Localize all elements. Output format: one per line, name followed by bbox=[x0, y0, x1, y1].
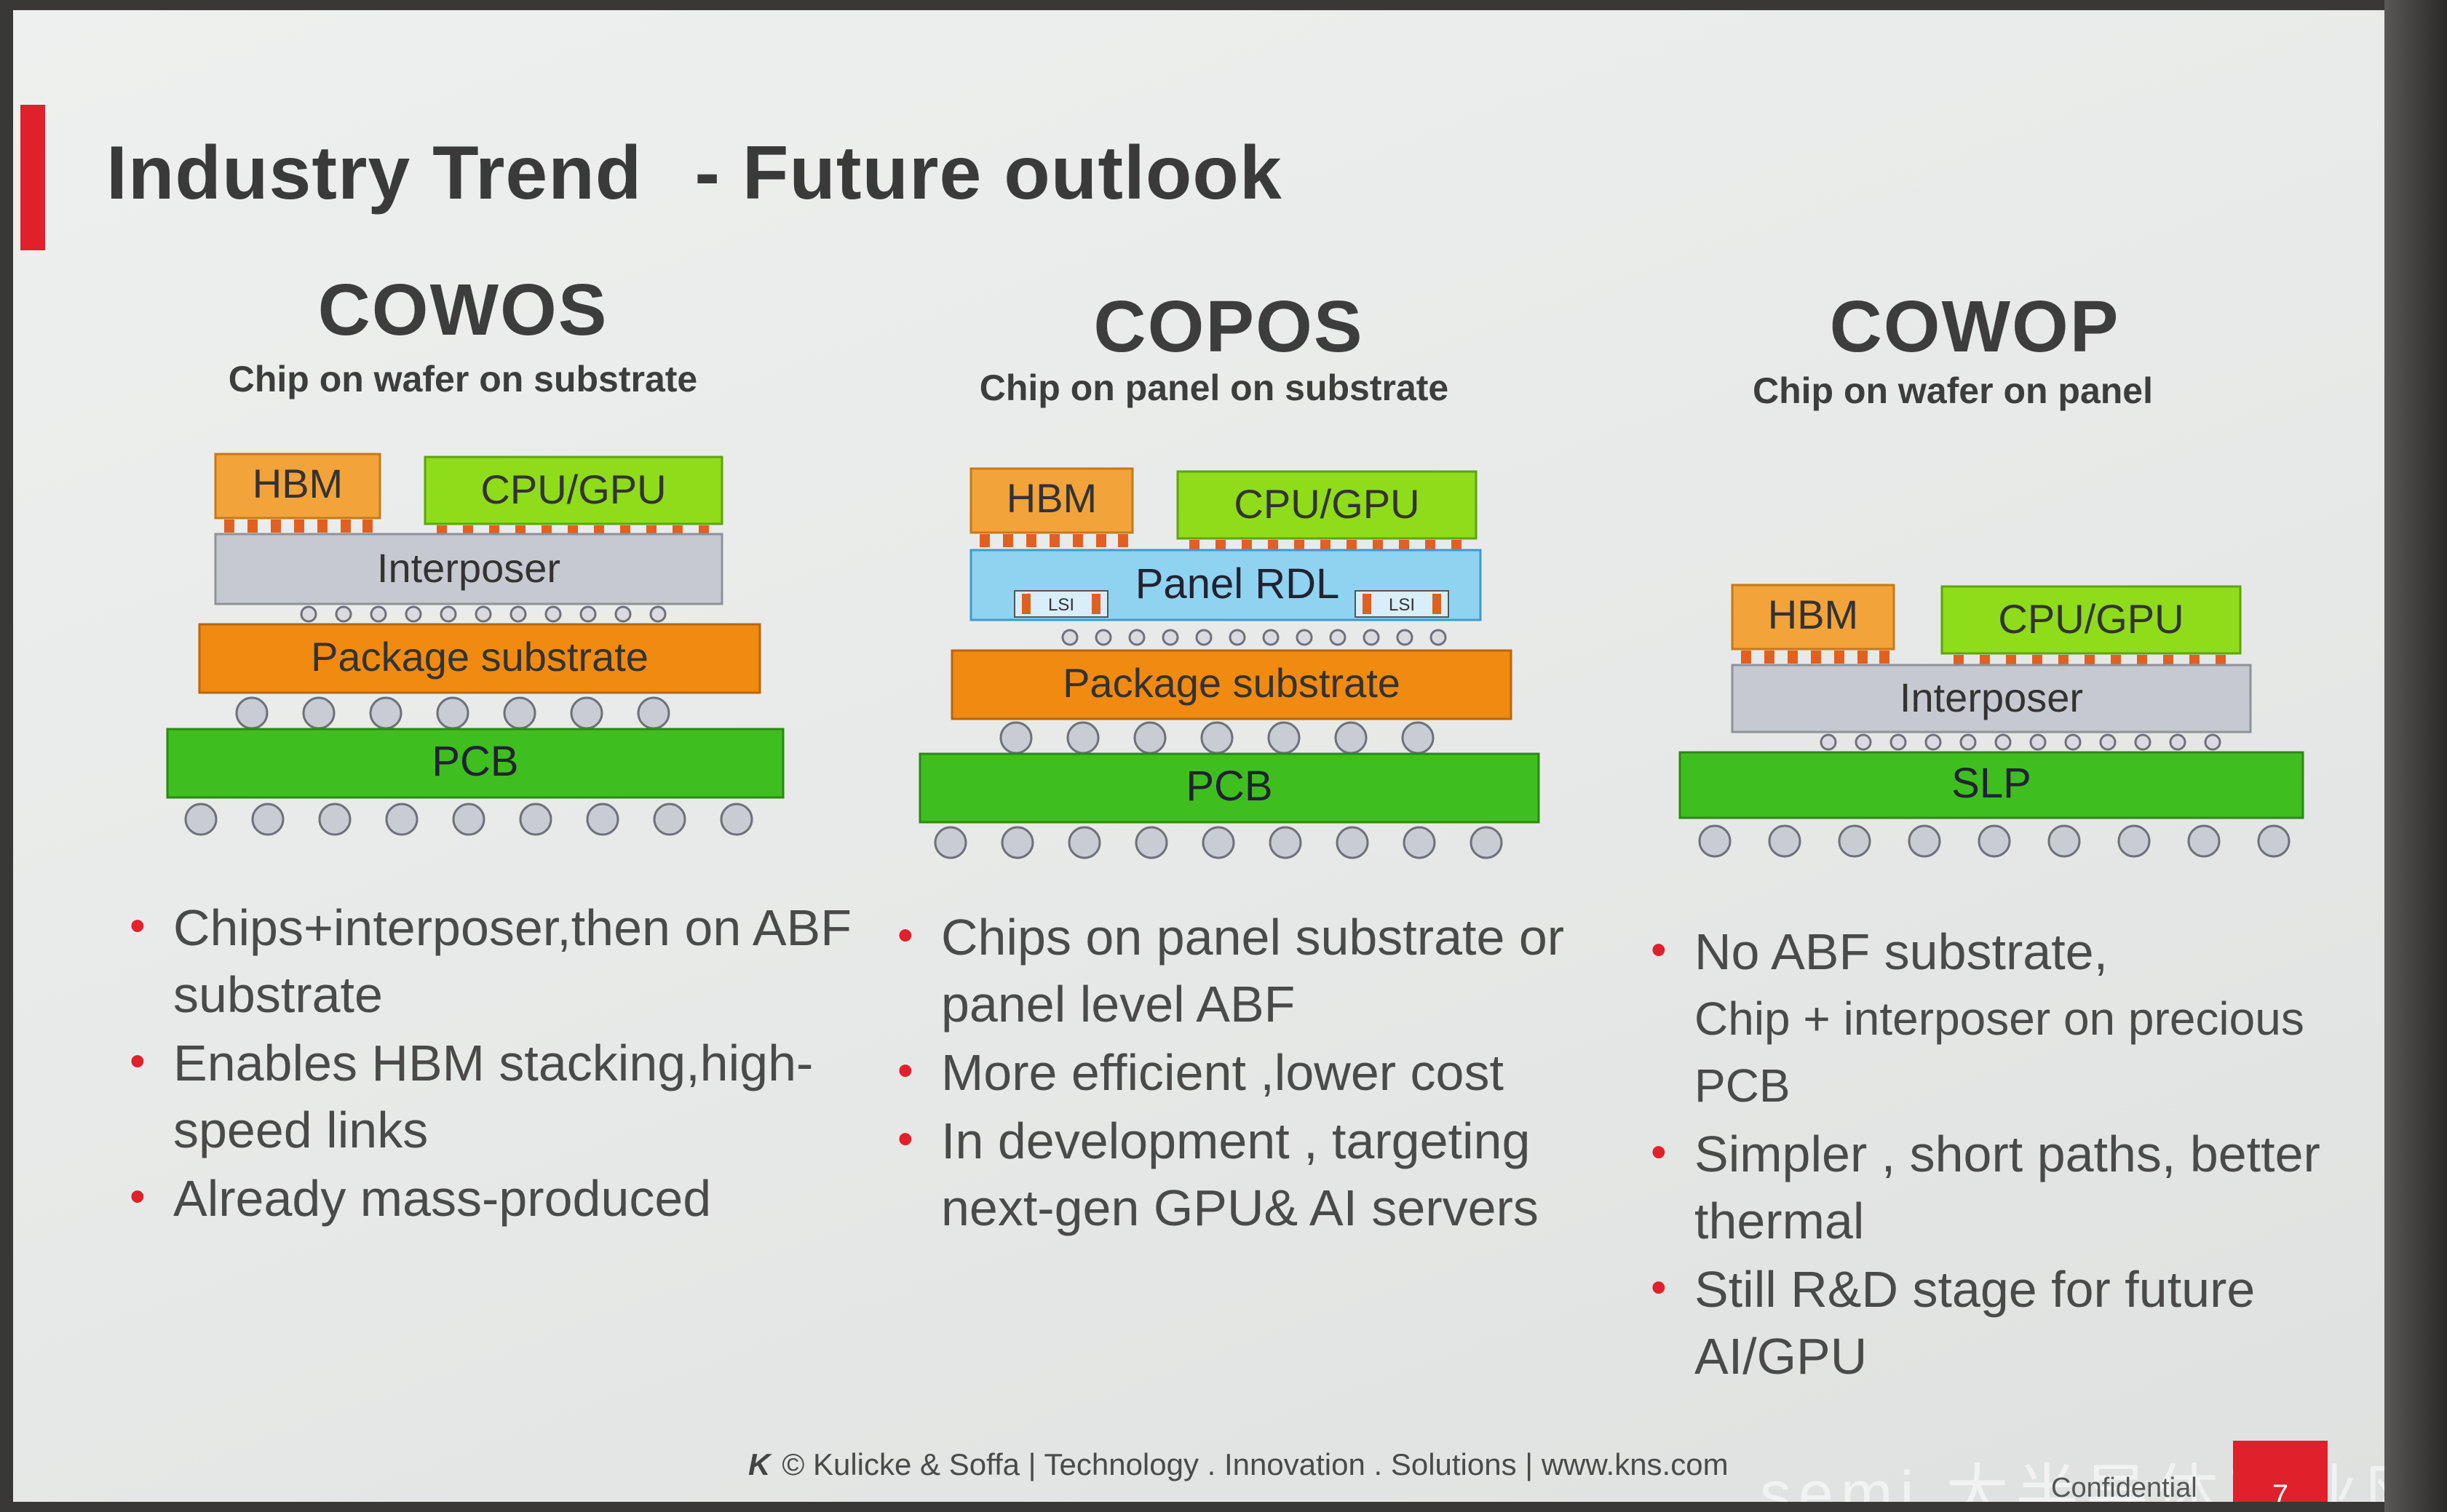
copos-cpu-label: CPU/GPU bbox=[1234, 481, 1419, 527]
cowos-interposer bbox=[214, 533, 723, 605]
copos-bullet-list: Chips on panel substrate or panel level … bbox=[897, 902, 1654, 1243]
cowop-title: COWOP bbox=[1829, 286, 2120, 367]
list-item: Already mass-produced bbox=[130, 1163, 857, 1232]
cowos-title: COWOS bbox=[317, 269, 608, 351]
cowos-board-balls bbox=[184, 803, 753, 836]
title-sub: - Future outlook bbox=[694, 131, 1282, 215]
list-item: Still R&D stage for future AI/GPU bbox=[1651, 1254, 2379, 1390]
list-item: In development , targeting next-gen GPU&… bbox=[897, 1106, 1654, 1241]
cowop-bullet-1-text: No ABF substrate, bbox=[1694, 923, 2109, 980]
cowos-cpu-label: CPU/GPU bbox=[480, 466, 666, 512]
copos-bga-balls bbox=[999, 721, 1435, 755]
cowop-interposer bbox=[1731, 664, 2252, 733]
cowos-substrate-label: Package substrate bbox=[311, 634, 649, 680]
cowos-hbm-label: HBM bbox=[253, 461, 343, 506]
slide: Industry Trend - Future outlook COWOS Chi… bbox=[13, 10, 2384, 1502]
cowop-board-balls bbox=[1698, 824, 2291, 858]
cowos-pcb-label: PCB bbox=[432, 738, 518, 785]
page-number-badge: 7 bbox=[2233, 1441, 2328, 1502]
copos-board-balls bbox=[934, 826, 1503, 859]
copos-pcb-label: PCB bbox=[1186, 763, 1272, 810]
cowos-subtitle: Chip on wafer on substrate bbox=[228, 359, 698, 399]
copos-substrate-label: Package substrate bbox=[1063, 660, 1400, 706]
copos-lsi-label-right: LSI bbox=[1389, 595, 1415, 615]
cowos-cpu-block bbox=[424, 455, 723, 525]
cowos-micro-bumps bbox=[224, 520, 709, 536]
cowop-interposer-label: Interposer bbox=[1900, 675, 2083, 720]
cowos-diagram: HBM CPU/GPU Interposer Package substrate bbox=[166, 453, 785, 836]
cowop-cpu-block bbox=[1940, 585, 2242, 655]
copos-c4-bumps bbox=[1061, 629, 1447, 646]
cowop-hbm-block bbox=[1731, 584, 1895, 650]
cowop-micro-bumps bbox=[1741, 650, 2226, 665]
copos-pcb bbox=[919, 752, 1540, 824]
title-main: Industry Trend bbox=[106, 131, 643, 215]
cowop-bullet-1-continuation: Chip + interposer on precious PCB bbox=[1694, 992, 2304, 1112]
copos-package-substrate bbox=[951, 649, 1512, 720]
cowos-hbm-block bbox=[214, 453, 381, 520]
cowop-bullet-list: No ABF substrate, Chip + interposer on p… bbox=[1651, 917, 2379, 1391]
copos-lsi-label-left: LSI bbox=[1048, 595, 1074, 615]
list-item: More efficient ,lower cost bbox=[897, 1038, 1654, 1106]
cowos-bga-balls bbox=[235, 696, 670, 730]
copos-cpu-block bbox=[1176, 470, 1478, 540]
cowos-package-substrate bbox=[198, 623, 761, 694]
cowop-diagram: HBM CPU/GPU Interposer SLP bbox=[1678, 584, 2304, 858]
list-item: Enables HBM stacking,high-speed links bbox=[130, 1028, 857, 1163]
copos-panel-rdl-label: Panel RDL bbox=[1135, 560, 1339, 608]
copos-subtitle: Chip on panel on substrate bbox=[979, 367, 1449, 408]
list-item: Chips on panel substrate or panel level … bbox=[897, 902, 1654, 1038]
page-title: Industry Trend - Future outlook bbox=[106, 130, 1282, 217]
copos-micro-bumps bbox=[980, 534, 1462, 550]
list-item: No ABF substrate, Chip + interposer on p… bbox=[1651, 917, 2379, 1119]
copos-hbm-block bbox=[969, 467, 1134, 534]
copos-title: COPOS bbox=[1093, 286, 1364, 367]
cowop-slp-label: SLP bbox=[1951, 760, 2031, 807]
screen-edge-shadow bbox=[2384, 0, 2447, 1512]
cowop-c4-bumps bbox=[1820, 733, 2221, 751]
list-item: Chips+interposer,then on ABF substrate bbox=[130, 893, 857, 1028]
confidential-label: Confidential bbox=[2051, 1473, 2197, 1502]
cowop-slp bbox=[1678, 751, 2304, 819]
footer: K © Kulicke & Soffa | Technology . Innova… bbox=[748, 1447, 1729, 1482]
kns-logo: K bbox=[748, 1447, 771, 1481]
footer-text: © Kulicke & Soffa | Technology . Innovat… bbox=[782, 1447, 1729, 1481]
cowop-hbm-label: HBM bbox=[1768, 592, 1858, 637]
cowop-subtitle: Chip on wafer on panel bbox=[1752, 370, 2154, 411]
cowos-pcb bbox=[166, 728, 785, 799]
copos-hbm-label: HBM bbox=[1007, 475, 1097, 521]
cowos-c4-bumps bbox=[300, 605, 667, 623]
accent-bar bbox=[20, 105, 45, 250]
copos-diagram: HBM CPU/GPU Panel RDL LSI LSI Package su… bbox=[919, 467, 1540, 859]
cowop-cpu-label: CPU/GPU bbox=[1998, 596, 2184, 642]
cowos-interposer-label: Interposer bbox=[377, 545, 560, 591]
cowos-bullet-list: Chips+interposer,then on ABF substrate E… bbox=[130, 893, 857, 1233]
list-item: Simpler , short paths, better thermal bbox=[1651, 1119, 2379, 1254]
